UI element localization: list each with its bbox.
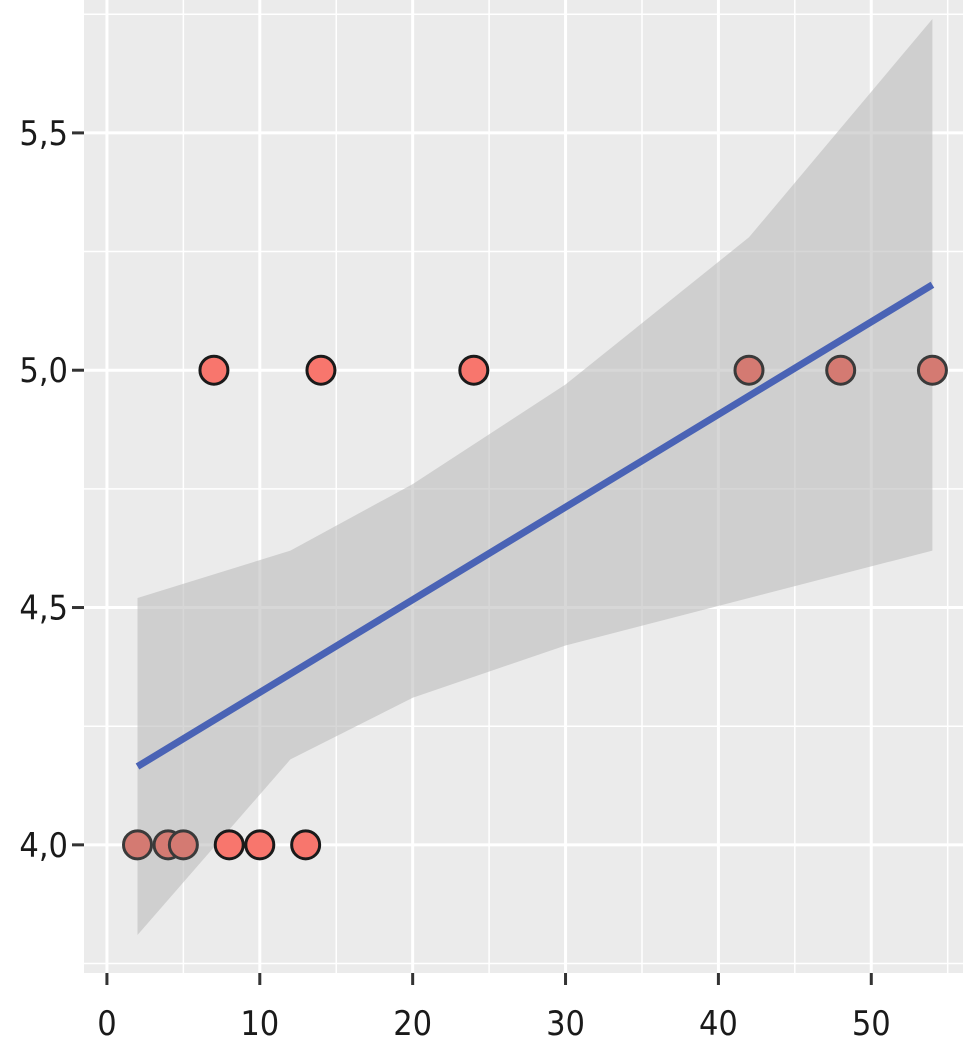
data-point bbox=[916, 354, 948, 386]
data-point bbox=[305, 354, 337, 386]
data-point bbox=[213, 829, 245, 861]
x-tick-label: 10 bbox=[240, 1004, 279, 1044]
data-point bbox=[458, 354, 490, 386]
axes: 0 10 20 30 40 50 4,0 4,5 5,0 5,5 bbox=[19, 114, 890, 1044]
x-tick-label: 0 bbox=[97, 1004, 116, 1044]
x-tick-label: 20 bbox=[393, 1004, 432, 1044]
data-point bbox=[733, 354, 765, 386]
x-tick-label: 50 bbox=[852, 1004, 891, 1044]
data-point bbox=[290, 829, 322, 861]
data-point bbox=[122, 829, 154, 861]
data-point bbox=[244, 829, 276, 861]
x-tick-label: 30 bbox=[546, 1004, 585, 1044]
y-tick-label: 5,0 bbox=[19, 351, 68, 391]
confidence-band bbox=[137, 19, 933, 935]
y-tick-label: 4,0 bbox=[19, 826, 68, 866]
regression-line bbox=[135, 281, 935, 770]
data-points bbox=[122, 354, 948, 861]
data-point bbox=[198, 354, 230, 386]
data-point bbox=[167, 829, 199, 861]
y-tick-label: 4,5 bbox=[19, 589, 68, 629]
data-point bbox=[825, 354, 857, 386]
y-tick-label: 5,5 bbox=[19, 114, 68, 154]
x-tick-label: 40 bbox=[699, 1004, 738, 1044]
